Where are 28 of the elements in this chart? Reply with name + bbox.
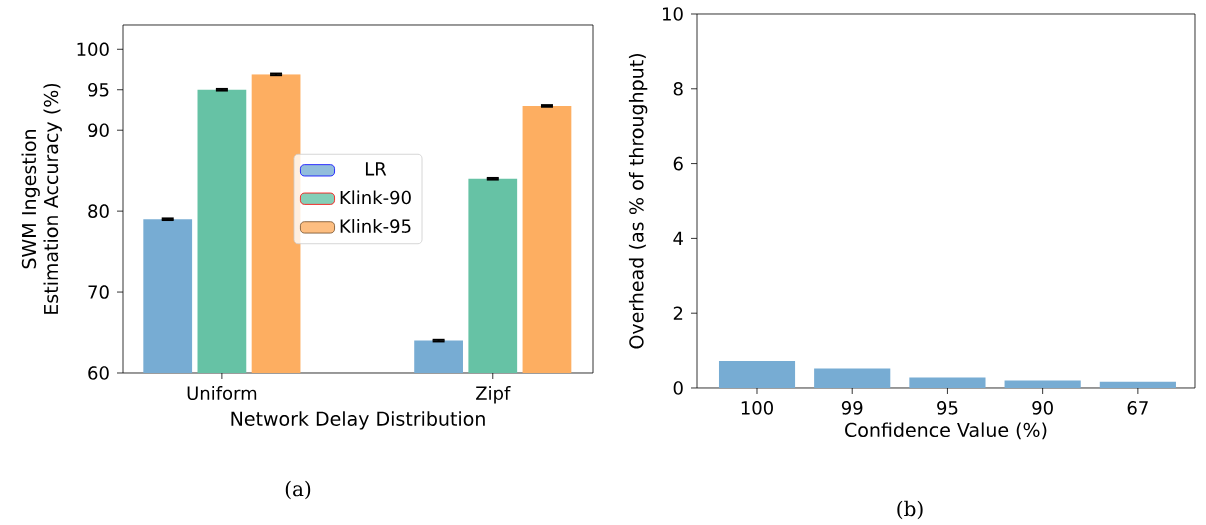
legend-label: LR	[365, 162, 387, 176]
y-tick-label: 6	[673, 156, 683, 171]
y-tick-label: 80	[88, 204, 109, 218]
y-tick-label: 2	[673, 306, 683, 320]
y-axis-title: Overhead (as % of throughput)	[628, 54, 648, 349]
x-tick-label: Uniform	[187, 386, 257, 400]
x-axis-title: Confidence Value (%)	[845, 422, 1047, 440]
y-tick-label: 10	[663, 7, 683, 21]
y-tick-label: 60	[88, 366, 109, 380]
text: (a)	[285, 480, 311, 500]
text: (b)	[897, 500, 923, 520]
x-axis-title: Network Delay Distribution	[231, 411, 485, 430]
y-tick-label: 95	[88, 82, 109, 97]
x-tick-label: 100	[741, 401, 773, 415]
y-tick-label: 0	[673, 381, 683, 395]
legend-label: Klink-90	[340, 190, 411, 205]
x-tick-label: 95	[937, 401, 958, 415]
x-tick-label: 90	[1032, 401, 1053, 415]
legend-label: Klink-95	[340, 219, 411, 233]
y-axis-title: SWM Ingestion Estimation Accuracy (%)	[21, 83, 62, 314]
y-tick-label: 4	[673, 231, 683, 245]
y-tick-label: 90	[88, 123, 109, 138]
x-tick-label: 67	[1127, 401, 1148, 415]
x-tick-label: Zipf	[476, 386, 511, 404]
y-tick-label: 8	[673, 81, 683, 96]
y-tick-label: 100	[77, 42, 109, 57]
y-tick-label: 70	[88, 285, 109, 299]
x-tick-label: 99	[841, 401, 863, 415]
